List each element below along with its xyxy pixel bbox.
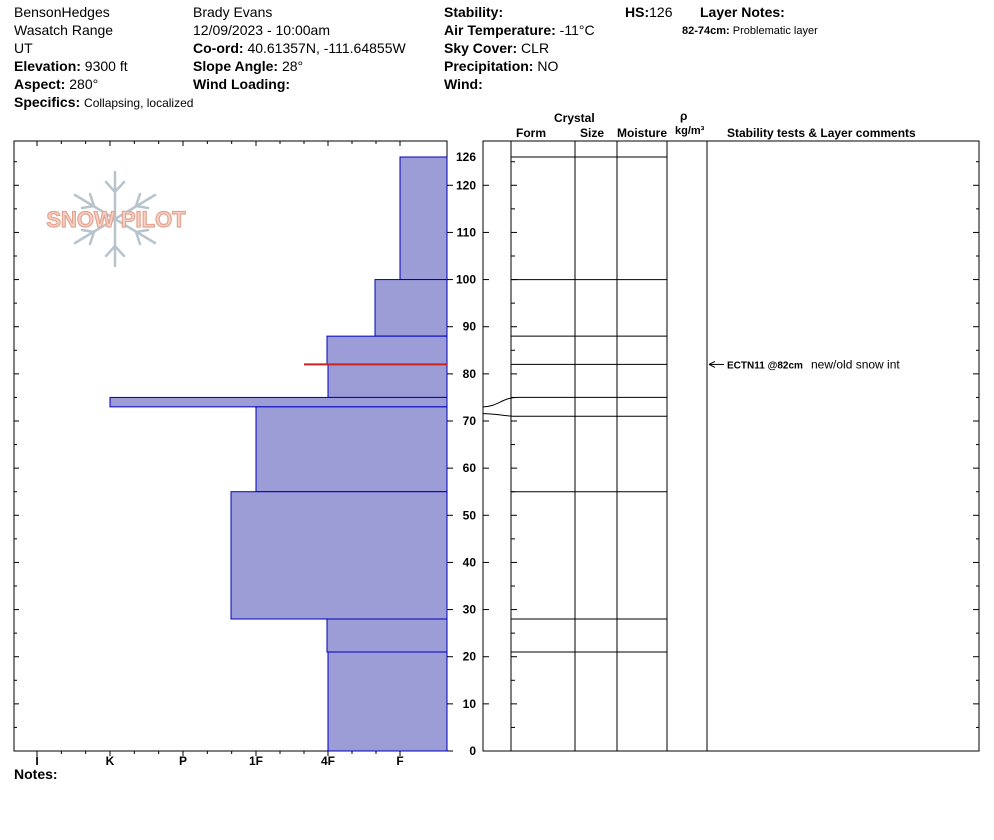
snowpilot-logo: SNOW PILOT <box>46 170 187 268</box>
notes-label: Notes: <box>14 766 58 782</box>
hs-label: HS: <box>625 4 650 20</box>
depth-tick-label: 50 <box>463 508 477 522</box>
size-heading: Size <box>580 126 605 140</box>
hardness-layer <box>326 618 448 653</box>
layer-note-range: 82-74cm: <box>682 25 730 37</box>
sky-label: Sky Cover: <box>444 40 518 56</box>
layer-table-frame <box>482 140 980 752</box>
specifics: Specifics: Collapsing, localized <box>14 94 193 111</box>
site-name: BensonHedges <box>14 4 110 20</box>
hardness-tick-label: 4F <box>321 754 335 768</box>
slope-label: Slope Angle: <box>193 58 279 74</box>
precip-value: NO <box>537 58 559 74</box>
layer-note-text: Problematic layer <box>732 25 818 37</box>
hs-tick-label: 126 <box>456 150 476 164</box>
layer-note: 82-74cm: Problematic layer <box>682 23 818 39</box>
hardness-layer <box>327 651 448 752</box>
test-arrow-head <box>708 360 716 368</box>
elevation: Elevation: 9300 ft <box>14 58 128 74</box>
air-temp-value: -11°C <box>559 22 595 38</box>
wind-loading-label: Wind Loading: <box>193 76 291 92</box>
layer-connector <box>482 396 518 408</box>
precip-label: Precipitation: <box>444 58 534 74</box>
observation-datetime: 12/09/2023 - 10:00am <box>193 22 330 38</box>
specifics-label: Specifics: <box>14 94 81 110</box>
slope-angle: Slope Angle: 28° <box>193 58 303 74</box>
air-temp-label: Air Temperature: <box>444 22 556 38</box>
elevation-label: Elevation: <box>14 58 81 74</box>
depth-tick-label: 120 <box>456 178 476 192</box>
density-unit: kg/m³ <box>675 125 705 137</box>
state: UT <box>14 40 33 56</box>
hs-value: 126 <box>649 4 673 20</box>
depth-tick-label: 20 <box>463 650 477 664</box>
coordinates: Co-ord: 40.61357N, -111.64855W <box>193 40 406 56</box>
specifics-value: Collapsing, localized <box>84 96 194 110</box>
logo-text: SNOW PILOT <box>46 207 186 232</box>
air-temperature: Air Temperature: -11°C <box>444 22 595 38</box>
hardness-layer <box>327 363 448 398</box>
coord-value: 40.61357N, -111.64855W <box>247 40 406 56</box>
hardness-tick-label: P <box>179 754 187 768</box>
form-heading: Form <box>516 126 546 140</box>
hardness-layer <box>109 396 448 408</box>
aspect-label: Aspect: <box>14 76 66 92</box>
stability: Stability: <box>444 4 503 20</box>
hardness-layer <box>374 279 448 337</box>
wind: Wind: <box>444 76 483 92</box>
hardness-tick-label: K <box>106 754 115 768</box>
depth-tick-label: 100 <box>456 273 476 287</box>
total-snow-height: HS:126 <box>625 4 672 20</box>
moisture-heading: Moisture <box>617 126 668 140</box>
layer-connector <box>482 413 518 417</box>
mountain-range: Wasatch Range <box>14 22 114 38</box>
wind-loading: Wind Loading: <box>193 76 290 92</box>
observer-name: Brady Evans <box>193 4 273 20</box>
depth-tick-label: 70 <box>463 414 477 428</box>
comments-heading: Stability tests & Layer comments <box>727 126 916 140</box>
depth-tick-label: 90 <box>463 320 477 334</box>
depth-tick-label: 30 <box>463 603 477 617</box>
elevation-value: 9300 ft <box>84 58 128 74</box>
density-symbol: ρ <box>680 109 688 123</box>
stability-label: Stability: <box>444 4 504 20</box>
hardness-layer <box>399 156 448 281</box>
hardness-layer <box>326 335 448 365</box>
sky-cover: Sky Cover: CLR <box>444 40 549 56</box>
sky-value: CLR <box>521 40 550 56</box>
depth-tick-label: 10 <box>463 697 477 711</box>
stability-test-code: ECTN11 @82cm <box>727 360 803 371</box>
coord-label: Co-ord: <box>193 40 244 56</box>
depth-tick-label: 40 <box>463 555 477 569</box>
depth-tick-label: 60 <box>463 461 477 475</box>
layer-notes-label: Layer Notes: <box>700 4 785 20</box>
aspect: Aspect: 280° <box>14 76 98 92</box>
depth-tick-label: 80 <box>463 367 477 381</box>
aspect-value: 280° <box>69 76 99 92</box>
hardness-layer <box>255 406 448 493</box>
depth-tick-label: 110 <box>457 225 477 239</box>
wind-label: Wind: <box>444 76 483 92</box>
stability-test-comment: new/old snow int <box>811 357 900 371</box>
crystal-heading: Crystal <box>554 111 595 125</box>
slope-value: 28° <box>281 58 304 74</box>
hardness-tick-label: 1F <box>249 754 263 768</box>
hardness-layer <box>230 491 448 620</box>
hardness-tick-label: I <box>35 754 38 768</box>
snowflake-icon <box>73 170 157 268</box>
hardness-tick-label: F <box>396 754 403 768</box>
precipitation: Precipitation: NO <box>444 58 558 74</box>
depth-tick-label: 0 <box>469 744 476 758</box>
